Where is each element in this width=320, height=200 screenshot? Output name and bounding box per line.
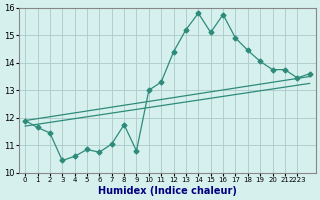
X-axis label: Humidex (Indice chaleur): Humidex (Indice chaleur) <box>98 186 237 196</box>
